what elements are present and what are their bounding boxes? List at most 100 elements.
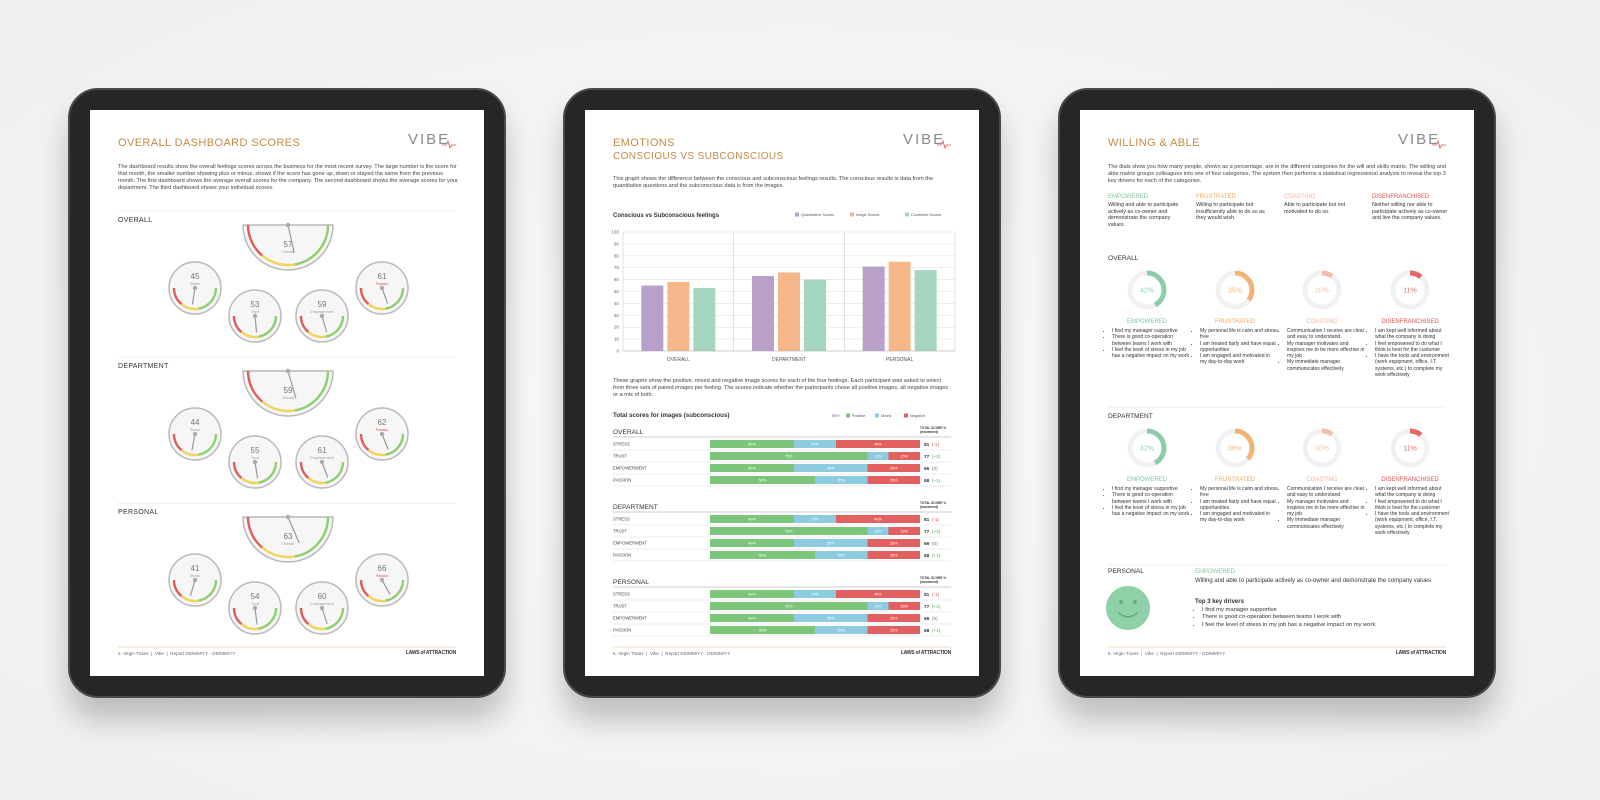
bullet-item: I have the tools and environment (work e… — [1375, 511, 1453, 536]
gauge-band — [359, 579, 370, 598]
bullet-list: I am kept well informed about what the c… — [1368, 328, 1453, 378]
bullet-item: I am engaged and motivated in my day-to-… — [1200, 511, 1278, 524]
row-movement: (+1) — [932, 478, 941, 483]
dial-arc — [1302, 428, 1342, 468]
segment-label: 50% — [759, 554, 767, 558]
row-total: 81 — [924, 592, 930, 598]
dial-arc — [1215, 428, 1255, 468]
stacked-segment — [836, 590, 920, 598]
stacked-segment — [867, 614, 920, 622]
y-tick-label: 80 — [614, 253, 620, 258]
row-name: EMPOWERMENT — [613, 541, 647, 546]
intro-text: The dials show you how many people, show… — [1108, 164, 1447, 184]
stacked-segment — [710, 527, 868, 535]
gauge-pivot — [319, 313, 325, 319]
gauge-label: Stress — [190, 428, 200, 432]
segment-label: 40% — [748, 542, 756, 546]
stacked-segment — [710, 614, 794, 622]
category-description: Neither willing nor able to participate … — [1372, 202, 1448, 222]
legend-label: Image Scores — [856, 213, 880, 217]
gauge-pivot — [192, 577, 198, 583]
page-footer: 5. Virgin Trains | Vibe | Report DD/MM/Y… — [613, 651, 731, 656]
bullet-item: There is good co-operation between teams… — [1202, 614, 1452, 621]
dial-arc — [1127, 270, 1167, 310]
stacked-segment — [836, 440, 920, 448]
bullet-item: Communication I receive are clear and ea… — [1287, 328, 1365, 341]
intro-text: These graphs show the positive, mixed an… — [613, 378, 949, 398]
stacked-segment — [794, 464, 868, 472]
bullet-list: I find my manager supportiveThere is goo… — [1105, 328, 1190, 359]
bar — [888, 261, 911, 351]
row-movement: (+2) — [932, 454, 941, 459]
dial-label: 42% — [1140, 288, 1154, 295]
legend-swatch — [905, 212, 909, 217]
gauge-needle — [191, 287, 196, 305]
row-total: 77 — [924, 604, 930, 610]
gauge-band — [307, 477, 326, 485]
gauge-label: Overall — [282, 542, 294, 546]
segment-label: 40% — [748, 518, 756, 522]
gauge-band — [172, 287, 183, 306]
category-name: FRUSTRATED — [1215, 319, 1255, 325]
tablet: Conscious vs Subconscious feelings Quanti… — [563, 88, 1001, 698]
row-name: EMPOWERMENT — [613, 616, 647, 621]
gauge-value: 54 — [251, 592, 260, 601]
segment-label: 20% — [811, 518, 819, 522]
gauge-pivot — [252, 313, 258, 319]
row-name: STRESS — [613, 442, 630, 447]
gauge-band — [180, 449, 199, 457]
row-name: STRESS — [613, 592, 630, 597]
dial-label: 11% — [1403, 446, 1417, 453]
page-subtitle: CONSCIOUS VS SUBCONSCIOUS — [613, 151, 784, 162]
stacked-segment — [867, 602, 889, 610]
stacked-segment — [794, 614, 868, 622]
gauge-pivot — [379, 285, 385, 291]
x-tick-label: OVERALL — [667, 357, 690, 363]
bar — [641, 285, 664, 351]
row-total: 81 — [924, 442, 930, 448]
smiley-eye — [1119, 600, 1123, 604]
category-name: DISENFRANCHISED — [1381, 319, 1439, 325]
row-total: 66 — [924, 466, 930, 472]
gauge-needle — [189, 579, 196, 597]
stacked-segment — [867, 476, 920, 484]
brand-mark: LAWS of ATTRACTION — [405, 650, 456, 656]
dial-arc — [1127, 428, 1167, 468]
bullet-item: My immediate manager communicates effect… — [1287, 359, 1365, 372]
stacked-segment — [710, 602, 868, 610]
stacked-segment — [815, 476, 868, 484]
gauge-band — [367, 303, 386, 311]
gauge-label: Overall — [282, 396, 294, 400]
bullet-item: I am treated fairly and have equal oppor… — [1200, 499, 1278, 512]
category-name: EMPOWERED — [1126, 477, 1167, 483]
section-label: OVERALL — [118, 217, 153, 224]
page-title: EMOTIONS — [613, 137, 675, 149]
gauge-band — [246, 224, 264, 257]
bullet-item: My personal life is calm and stress free — [1200, 328, 1278, 341]
bullet-item: There is good co-operation between teams… — [1112, 492, 1190, 505]
segment-label: 40% — [748, 443, 756, 447]
stacked-segment — [815, 626, 868, 634]
gauge-band — [359, 433, 370, 452]
gauge-band — [240, 331, 259, 339]
gauge-band — [198, 433, 218, 456]
row-name: TRUST — [613, 454, 627, 459]
gauge-needle — [287, 224, 295, 253]
gauge-band — [359, 287, 370, 306]
row-total: 66 — [924, 616, 930, 622]
stacked-segment — [867, 626, 920, 634]
category-name: FRUSTRATED — [1215, 477, 1255, 483]
bar — [862, 266, 885, 351]
category-name: COASTING — [1284, 194, 1316, 200]
page-graphics: Conscious vs Subconscious feelings Quanti… — [611, 139, 956, 648]
bullet-item: I find my manager supportive — [1112, 486, 1190, 492]
row-movement: (-1) — [932, 442, 940, 447]
gauge-band — [198, 579, 218, 602]
section-label: DEPARTMENT — [1108, 413, 1153, 420]
gauge-band — [325, 315, 345, 338]
row-movement: (0) — [932, 541, 938, 546]
dial-arc — [1390, 428, 1430, 468]
row-total: 68 — [924, 628, 930, 634]
gauge-label: Passion — [376, 574, 389, 578]
row-name: TRUST — [613, 529, 627, 534]
